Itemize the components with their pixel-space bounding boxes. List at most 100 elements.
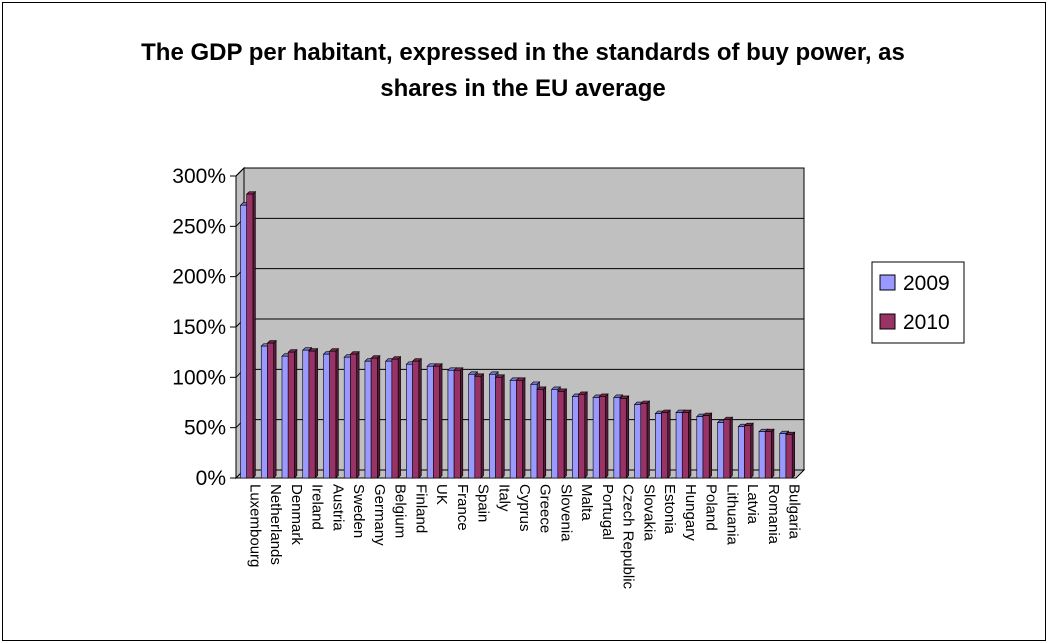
x-category-label: Slovenia: [557, 484, 574, 542]
bar-2010-czech-republic: [619, 398, 627, 479]
x-category-label: Denmark: [288, 484, 305, 545]
bar-side: [708, 412, 712, 479]
bar-2009-ireland: [302, 349, 310, 479]
x-category-label: Portugal: [599, 484, 616, 540]
bar-2009-malta: [572, 396, 579, 479]
bar-2009-belgium: [385, 360, 393, 479]
bar-2010-hungary: [681, 412, 689, 479]
bar-side: [252, 190, 256, 479]
chart-title: The GDP per habitant, expressed in the s…: [141, 39, 905, 102]
bar-2009-slovakia: [634, 404, 642, 479]
bar-2009-france: [447, 369, 455, 479]
bar-2010-denmark: [287, 351, 295, 479]
x-category-label: Spain: [475, 484, 492, 522]
bar-side: [501, 374, 505, 479]
bar-2010-austria: [329, 350, 337, 479]
x-category-label: Poland: [703, 484, 720, 531]
bar-2009-denmark: [281, 355, 289, 479]
x-category-label: Estonia: [661, 484, 678, 535]
x-category-label: Greece: [537, 484, 554, 533]
bar-2010-portugal: [598, 396, 606, 479]
bar-side: [688, 409, 692, 479]
bar-2009-poland: [696, 416, 704, 479]
bar-side: [418, 358, 422, 479]
bar-side: [605, 393, 609, 479]
x-category-label: Netherlands: [267, 484, 284, 565]
bar-2010-bulgaria: [785, 434, 793, 479]
legend-label: 2010: [903, 311, 950, 334]
legend-swatch: [879, 313, 896, 330]
bar-2009-italy: [489, 374, 496, 479]
bar-2009-luxembourg: [240, 204, 247, 479]
bar-side: [625, 395, 630, 479]
legend-swatch: [879, 274, 896, 291]
bar-side: [729, 416, 733, 479]
bar-2009-uk: [426, 365, 434, 479]
bar-side: [667, 409, 671, 479]
gridline: [235, 167, 804, 177]
x-category-label: Sweden: [350, 484, 367, 538]
bar-side: [377, 354, 381, 479]
bar-2010-slovakia: [640, 403, 648, 479]
bar-2010-slovenia: [557, 391, 565, 479]
bar-2009-netherlands: [260, 345, 268, 479]
bar-2009-greece: [530, 384, 538, 479]
x-category-label: Austria: [329, 484, 346, 531]
bar-2010-romania: [764, 431, 772, 479]
x-category-label: Slovakia: [640, 484, 657, 541]
x-category-label: Luxembourg: [246, 484, 263, 567]
legend-label: 2009: [903, 272, 950, 295]
bar-side: [273, 339, 277, 479]
bar-side: [480, 373, 484, 479]
bar-side: [460, 367, 464, 479]
bar-2010-france: [453, 369, 461, 479]
bar-2009-cyprus: [509, 380, 517, 479]
bar-2009-estonia: [655, 413, 662, 479]
y-tick-label: 300%: [172, 165, 226, 188]
bar-2009-spain: [468, 374, 476, 479]
x-category-label: Germany: [371, 484, 388, 546]
x-category-label: Cyprus: [516, 484, 533, 532]
x-category-label: Latvia: [744, 484, 761, 525]
x-category-label: Bulgaria: [786, 484, 803, 540]
bar-2009-bulgaria: [779, 433, 787, 479]
bar-2009-latvia: [737, 426, 745, 479]
x-category-label: Romania: [765, 484, 782, 545]
bar-2009-slovenia: [551, 389, 559, 479]
x-category-label: Hungary: [682, 484, 699, 541]
bar-side: [584, 391, 588, 479]
bar-2009-austria: [323, 353, 330, 479]
bar-2009-finland: [406, 363, 413, 479]
bar-2010-estonia: [661, 412, 669, 479]
y-tick-label: 250%: [172, 215, 226, 238]
y-tick-label: 0%: [196, 467, 226, 490]
x-category-label: Ireland: [309, 484, 326, 530]
bar-2010-cyprus: [516, 380, 523, 479]
bar-2010-belgium: [391, 358, 399, 479]
bar-side: [522, 377, 526, 479]
y-tick-label: 150%: [172, 316, 226, 339]
bar-side: [397, 355, 401, 479]
bar-2010-sweden: [350, 353, 357, 479]
x-category-label: Finland: [412, 484, 429, 533]
bar-side: [791, 431, 795, 479]
bar-2010-spain: [474, 376, 482, 479]
bar-2010-latvia: [744, 425, 751, 479]
x-category-label: Czech Republic: [620, 484, 637, 590]
y-tick-label: 100%: [172, 366, 226, 389]
bar-2009-lithuania: [717, 422, 725, 479]
x-category-label: Lithuania: [723, 484, 740, 546]
bar-2010-malta: [578, 394, 586, 479]
bar-side: [335, 347, 339, 479]
y-tick-label: 200%: [172, 266, 226, 289]
bar-2010-germany: [370, 357, 378, 479]
x-category-label: Malta: [578, 484, 595, 521]
bar-2010-uk: [433, 365, 440, 479]
bar-2009-portugal: [592, 397, 600, 479]
x-category-label: Belgium: [392, 484, 409, 538]
y-tick-label: 50%: [184, 417, 226, 440]
bar-side: [646, 400, 650, 479]
bar-2010-italy: [495, 377, 503, 479]
bar-2010-ireland: [308, 350, 316, 479]
